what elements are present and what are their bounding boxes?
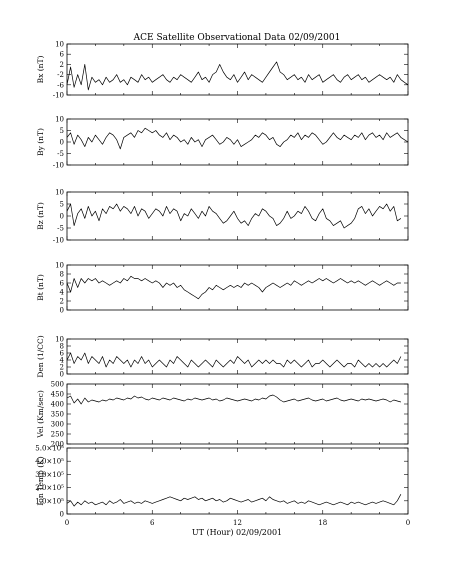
panel-den-ytick-label: 0 (60, 371, 64, 379)
panel-bz-frame (66, 191, 409, 241)
panel-bz-ytick-label: -5 (57, 225, 64, 233)
panel-bx-ylabel: Bx (nT) (36, 56, 45, 84)
panel-by-ytick-label: 10 (55, 116, 64, 124)
panel-bx-ytick-label: -2 (57, 71, 64, 79)
panel-bz-ytick-label: 10 (55, 189, 64, 197)
x-axis-label: UT (Hour) 02/09/2001 (192, 528, 282, 537)
panel-bt-ytick-label: 8 (60, 271, 64, 279)
panel-vel-series-line (66, 394, 401, 405)
panel-vel-ytick-label: 500 (51, 381, 64, 389)
panel-vel: 200 250 300 350 400 450 500 Vel (Km/sec) (36, 381, 409, 449)
panel-vel-ytick-label: 400 (51, 401, 64, 409)
x-tick-label: 0 (65, 519, 69, 527)
panel-bt-ylabel: Bt (nT) (36, 274, 45, 301)
panel-bx-ytick-label: 6 (60, 51, 65, 59)
panel-temp-ytick-label: 1.0×10⁵ (35, 497, 64, 505)
x-tick-label: 18 (318, 519, 327, 527)
panel-by-frame (66, 118, 409, 166)
panel-bx-frame (66, 43, 409, 96)
panel-temp-ylabel: Ion Temp (K) (36, 456, 45, 505)
x-tick-label: 0 (406, 519, 410, 527)
panel-bx-series-line (66, 61, 409, 91)
panel-vel-ytick-label: 450 (51, 391, 64, 399)
panel-den-ylabel: Den (1/CC) (36, 335, 45, 377)
panel-vel-frame (66, 383, 409, 445)
x-tick-label: 6 (150, 519, 155, 527)
panel-temp-series-line (66, 494, 402, 507)
panel-temp-ytick-label: 2.0×10⁵ (35, 484, 64, 492)
panel-bt-ytick-label: 2 (60, 298, 64, 306)
panel-bx-ytick-label: -10 (53, 92, 64, 100)
panel-vel-ytick-label: 350 (51, 411, 64, 419)
panel-bz-ytick-label: 0 (60, 213, 64, 221)
panel-den-series-line (66, 352, 402, 368)
panel-bx-ytick-label: 2 (60, 61, 64, 69)
panel-bz-ylabel: Bz (nT) (36, 202, 45, 230)
panel-bz-ytick-label: -10 (53, 237, 64, 245)
panel-bt-ytick-label: 0 (60, 307, 64, 315)
panel-bz-series-line (66, 203, 402, 229)
panel-bx: -10 -6 -2 2 6 10 Bx (nT) (36, 41, 409, 100)
panel-bt-ytick-label: 4 (60, 289, 65, 297)
panel-by-series-line (66, 127, 409, 150)
panel-by-ytick-label: 0 (60, 139, 64, 147)
panel-den-ytick-label: 2 (60, 364, 64, 372)
panel-temp: 0 1.0×10⁵ 2.0×10⁵ 3.0×10⁵ 4.0×10⁵ 5.0×10⁵ Ion … (35, 445, 409, 519)
x-tick-label: 12 (233, 519, 242, 527)
panel-temp-ytick-label: 3.0×10⁵ (35, 471, 64, 479)
panel-bx-ytick-label: 10 (55, 41, 64, 49)
panel-bx-ytick-label: -6 (57, 81, 64, 89)
panel-bt-series-line (66, 275, 401, 300)
panel-bt-ytick-label: 10 (55, 262, 64, 270)
panel-den-ytick-label: 6 (60, 350, 65, 358)
panel-temp-ytick-label: 5.0×10⁵ (35, 445, 64, 453)
panel-bt-ytick-label: 6 (60, 280, 65, 288)
panel-den-ytick-label: 8 (60, 343, 64, 351)
panel-bz-ytick-label: 5 (60, 201, 64, 209)
panel-temp-ytick-label: 4.0×10⁵ (35, 458, 64, 466)
panel-temp-frame (66, 447, 409, 515)
panel-den-ytick-label: 4 (60, 357, 65, 365)
panel-by-ytick-label: -10 (53, 162, 64, 170)
panel-den-ytick-label: 10 (55, 336, 64, 344)
panel-bt-frame (66, 264, 409, 311)
panel-by: -10 -5 0 5 10 By (nT) (36, 116, 409, 170)
chart-title: ACE Satellite Observational Data 02/09/2… (133, 33, 341, 43)
panel-bz: -10 -5 0 5 10 Bz (nT) (36, 189, 409, 245)
panel-vel-ytick-label: 300 (51, 421, 64, 429)
panels-group: -10 -6 -2 2 6 10 Bx (nT) -10 -5 0 5 10 By (nT) -10 -5 0… (35, 41, 410, 528)
panel-by-ytick-label: -5 (57, 150, 64, 158)
panel-by-ytick-label: 5 (60, 127, 64, 135)
panel-vel-ytick-label: 200 (51, 441, 64, 449)
panel-by-ylabel: By (nT) (36, 128, 45, 156)
panel-temp-ytick-label: 0 (60, 511, 64, 519)
panel-vel-ytick-label: 250 (51, 431, 64, 439)
panel-vel-ylabel: Vel (Km/sec) (36, 390, 45, 439)
